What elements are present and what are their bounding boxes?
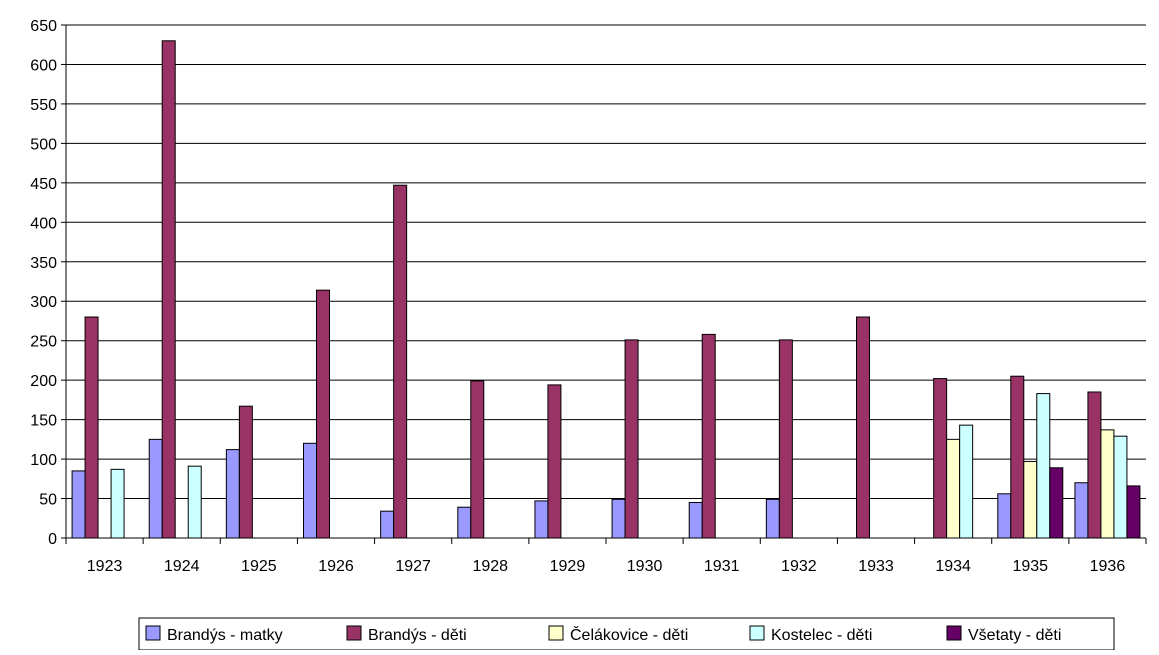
y-tick-label: 350 — [30, 255, 57, 272]
x-tick-label: 1931 — [704, 558, 740, 575]
x-tick-label: 1926 — [318, 558, 354, 575]
bar-celakovice-deti-1935 — [1023, 460, 1038, 539]
x-tick-label: 1925 — [241, 558, 277, 575]
bar-brandys-matky-1928 — [457, 506, 472, 539]
y-tick-label: 550 — [30, 97, 57, 114]
bar-vsetaty-deti-1935 — [1049, 467, 1064, 539]
bar-kostelec-deti-1923 — [110, 468, 125, 539]
legend-label-vsetaty-deti: Všetaty - děti — [968, 627, 1061, 644]
bar-brandys-matky-1929 — [534, 500, 549, 539]
x-tick-label: 1936 — [1090, 558, 1126, 575]
bar-brandys-deti-1932 — [778, 339, 793, 539]
bar-brandys-matky-1923 — [71, 470, 86, 539]
x-tick-label: 1933 — [858, 558, 894, 575]
y-tick-label: 600 — [30, 57, 57, 74]
bar-brandys-matky-1930 — [611, 498, 626, 539]
bar-brandys-matky-1936 — [1074, 482, 1089, 539]
y-tick-label: 650 — [30, 18, 57, 35]
x-tick-label: 1927 — [395, 558, 431, 575]
bars — [71, 40, 1141, 539]
legend-swatch-kostelec-deti — [749, 625, 765, 641]
legend-swatch-brandys-deti — [346, 625, 362, 641]
x-tick-label: 1930 — [627, 558, 663, 575]
bar-brandys-deti-1930 — [624, 339, 639, 539]
y-tick-label: 300 — [30, 294, 57, 311]
x-tick-label: 1934 — [935, 558, 971, 575]
x-tick-label: 1935 — [1012, 558, 1048, 575]
x-tick-label: 1923 — [87, 558, 123, 575]
y-tick-label: 400 — [30, 215, 57, 232]
bar-brandys-deti-1929 — [547, 384, 562, 539]
legend: Brandýs - matky Brandýs - děti Čelákovice … — [138, 617, 1115, 651]
axes: 0 50 100 150 200 250 300 350 400 450 500 550 600 650 1… — [30, 18, 1147, 575]
x-tick-label: 1929 — [550, 558, 586, 575]
bar-brandys-matky-1931 — [688, 501, 703, 539]
legend-label-brandys-deti: Brandýs - děti — [368, 627, 467, 644]
y-tick-label: 0 — [48, 531, 57, 548]
bar-brandys-matky-1935 — [997, 493, 1012, 539]
gridlines — [66, 24, 1146, 500]
x-tick-label: 1928 — [472, 558, 508, 575]
bar-brandys-matky-1925 — [225, 449, 240, 539]
y-tick-label: 50 — [39, 492, 57, 509]
legend-swatch-brandys-matky — [145, 625, 161, 641]
bar-brandys-deti-1924 — [161, 40, 176, 539]
y-tick-label: 200 — [30, 373, 57, 390]
y-tick-label: 500 — [30, 136, 57, 153]
bar-brandys-deti-1935 — [1010, 375, 1025, 539]
bar-brandys-deti-1925 — [238, 405, 253, 539]
bar-brandys-matky-1926 — [303, 442, 317, 539]
bar-celakovice-deti-1936 — [1100, 429, 1115, 539]
bar-brandys-deti-1936 — [1087, 391, 1102, 539]
y-tick-label: 100 — [30, 452, 57, 469]
bar-brandys-deti-1926 — [316, 289, 330, 539]
legend-label-brandys-matky: Brandýs - matky — [167, 627, 283, 644]
legend-swatch-vsetaty-deti — [946, 625, 962, 641]
bar-celakovice-deti-1934 — [946, 438, 961, 539]
y-tick-label: 450 — [30, 176, 57, 193]
legend-swatch-celakovice-deti — [548, 625, 564, 641]
bar-vsetaty-deti-1936 — [1126, 485, 1141, 539]
bar-brandys-matky-1932 — [765, 498, 780, 539]
bar-kostelec-deti-1935 — [1036, 393, 1051, 539]
legend-label-celakovice-deti: Čelákovice - děti — [570, 625, 688, 644]
x-tick-label: 1924 — [164, 558, 200, 575]
bar-brandys-deti-1934 — [933, 378, 948, 539]
y-tick-label: 250 — [30, 334, 57, 351]
bar-kostelec-deti-1936 — [1113, 435, 1128, 539]
bar-brandys-deti-1933 — [856, 316, 870, 539]
y-tick-label: 150 — [30, 413, 57, 430]
bar-kostelec-deti-1934 — [959, 424, 974, 539]
bar-brandys-deti-1928 — [470, 380, 485, 539]
bar-brandys-matky-1924 — [148, 438, 163, 539]
bar-brandys-deti-1923 — [84, 316, 99, 539]
x-tick-label: 1932 — [781, 558, 817, 575]
bar-brandys-matky-1927 — [380, 510, 395, 539]
bar-brandys-deti-1927 — [393, 184, 408, 539]
bar-kostelec-deti-1924 — [187, 465, 202, 539]
legend-label-kostelec-deti: Kostelec - děti — [771, 627, 872, 644]
bar-brandys-deti-1931 — [701, 333, 716, 539]
